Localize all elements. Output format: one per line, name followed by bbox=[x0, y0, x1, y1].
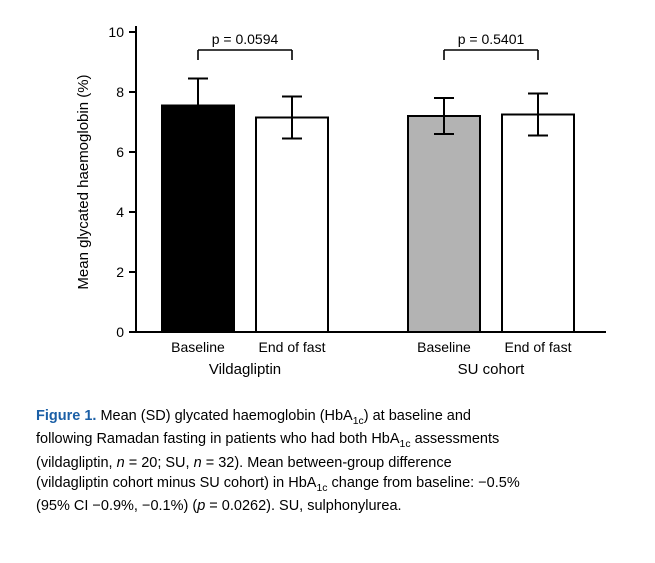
chart-svg: 0 2 4 6 8 10 Mean glycated haemoglobin (%) Base… bbox=[66, 12, 626, 432]
y-tick-label: 2 bbox=[116, 264, 124, 280]
y-axis-label: Mean glycated haemoglobin (%) bbox=[75, 74, 92, 289]
p-value-label: p = 0.0594 bbox=[212, 31, 279, 47]
bar bbox=[162, 106, 234, 333]
y-tick-label: 0 bbox=[116, 324, 124, 340]
bar-chart: 0 2 4 6 8 10 Mean glycated haemoglobin (%) Base… bbox=[66, 12, 626, 392]
bar-category-label: Baseline bbox=[417, 339, 471, 355]
group-name-label: Vildagliptin bbox=[209, 361, 281, 378]
bar bbox=[256, 118, 328, 333]
y-tick-label: 8 bbox=[116, 84, 124, 100]
bar-category-label: Baseline bbox=[171, 339, 225, 355]
p-value-label: p = 0.5401 bbox=[458, 31, 525, 47]
y-tick-label: 10 bbox=[108, 24, 124, 40]
y-tick-label: 4 bbox=[116, 204, 124, 220]
bar-category-label: End of fast bbox=[259, 339, 326, 355]
group-name-label: SU cohort bbox=[458, 361, 526, 378]
bar-category-label: End of fast bbox=[505, 339, 572, 355]
bar bbox=[408, 116, 480, 332]
bar bbox=[502, 115, 574, 333]
y-tick-label: 6 bbox=[116, 144, 124, 160]
